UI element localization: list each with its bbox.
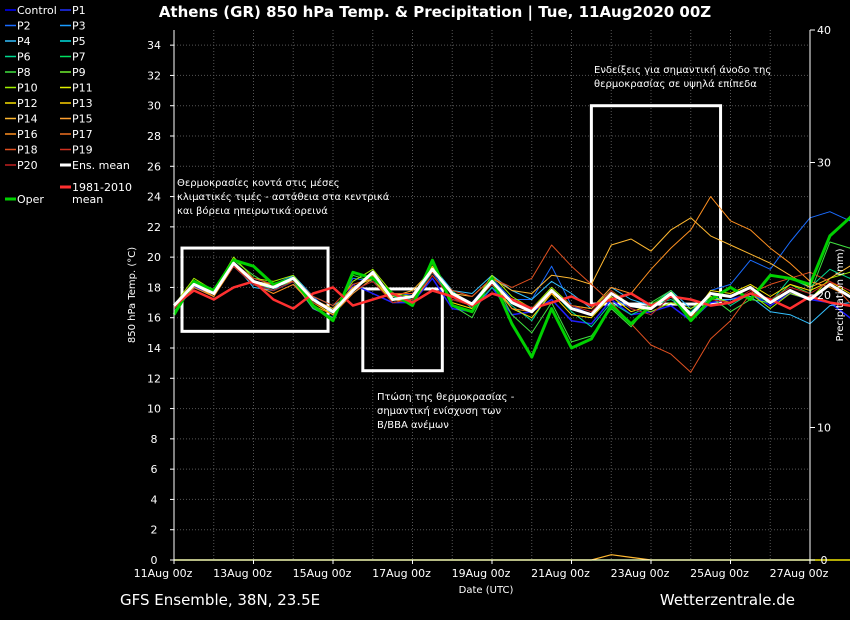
- legend-label-p18: P18: [17, 144, 38, 157]
- axes: 0246810121416182022242628303234010203040…: [134, 24, 831, 580]
- tick-label-y: 16: [147, 312, 161, 325]
- tick-label-x: 11Aug 00z: [134, 567, 193, 580]
- annotation-text-1: Θερμοκρασίες κοντά στις μέσες: [177, 177, 340, 189]
- legend-label-p7: P7: [72, 51, 86, 64]
- tick-label-y: 10: [147, 403, 161, 416]
- tick-label-y: 8: [151, 433, 158, 446]
- legend-label-p3: P3: [72, 20, 86, 33]
- legend-label-oper: Oper: [17, 193, 44, 206]
- annotation-box-2: [361, 287, 444, 373]
- legend-label-p2: P2: [17, 20, 31, 33]
- legend-label-p13: P13: [72, 97, 93, 110]
- legend-label-control: Control: [17, 4, 57, 17]
- annotation-text-1: και βόρεια ηπειρωτικά ορεινά: [177, 205, 328, 217]
- tick-label-y2: 10: [817, 422, 831, 435]
- legend-label-p1: P1: [72, 4, 86, 17]
- legend-label-p17: P17: [72, 128, 93, 141]
- legend-label-p5: P5: [72, 35, 86, 48]
- tick-label-x: 17Aug 00z: [372, 567, 431, 580]
- tick-label-y2: 30: [817, 157, 831, 170]
- tick-label-y: 24: [147, 191, 161, 204]
- tick-label-y: 18: [147, 281, 161, 294]
- legend-label-p16: P16: [17, 128, 38, 141]
- footer-brand: Wetterzentrale.de: [660, 591, 795, 609]
- tick-label-y: 28: [147, 130, 161, 143]
- tick-label-x: 23Aug 00z: [611, 567, 670, 580]
- series-line-p20: [173, 265, 850, 319]
- y2-axis-label: Precipitation (mm): [835, 248, 846, 341]
- annotation-text-3: Ενδείξεις για σημαντική άνοδο της: [594, 64, 771, 76]
- tick-label-x: 19Aug 00z: [452, 567, 511, 580]
- series-line-control: [173, 265, 850, 325]
- precip-line-p14: [174, 554, 850, 561]
- tick-label-y: 32: [147, 69, 161, 82]
- series-line-oper: [172, 215, 850, 359]
- annotation-text-3: θερμοκρασίας σε υψηλά επίπεδα: [594, 78, 757, 90]
- tick-label-y: 12: [147, 372, 161, 385]
- annotation-text-1: κλιματικές τιμές - αστάθεια στα κεντρικά: [177, 191, 390, 203]
- legend-label-p8: P8: [17, 66, 31, 79]
- series-line-p18: [173, 244, 850, 373]
- annotation-boxes: [180, 104, 723, 373]
- tick-label-x: 13Aug 00z: [213, 567, 272, 580]
- series-line-p14: [173, 217, 850, 310]
- annotations: Θερμοκρασίες κοντά στις μέσες κλιματικές …: [177, 64, 771, 431]
- tick-label-x: 15Aug 00z: [293, 567, 352, 580]
- tick-label-y: 20: [147, 251, 161, 264]
- tick-label-y2: 20: [817, 289, 831, 302]
- tick-label-y: 4: [151, 493, 158, 506]
- footer-source: GFS Ensemble, 38N, 23.5E: [120, 591, 320, 609]
- legend-label-p11: P11: [72, 82, 93, 95]
- tick-label-x: 25Aug 00z: [690, 567, 749, 580]
- y-axis-label: 850 hPa Temp. (°C): [127, 247, 138, 343]
- x-axis-label: Date (UTC): [459, 585, 514, 596]
- legend-label-p10: P10: [17, 82, 38, 95]
- tick-label-x: 27Aug 00z: [770, 567, 829, 580]
- legend-label-p14: P14: [17, 113, 38, 126]
- tick-label-y: 0: [151, 554, 158, 567]
- legend-label-p4: P4: [17, 35, 31, 48]
- annotation-text-2: Β/ΒΒΑ ανέμων: [377, 419, 449, 431]
- legend-label-p12: P12: [17, 97, 38, 110]
- precip-line-p12: [174, 559, 850, 561]
- legend-label-1981-2010-mean-2: mean: [72, 193, 103, 206]
- legend-label-p20: P20: [17, 159, 38, 172]
- legend-label-p19: P19: [72, 144, 93, 157]
- chart-title: Athens (GR) 850 hPa Temp. & Precipitatio…: [159, 3, 711, 22]
- legend-label-p9: P9: [72, 66, 86, 79]
- tick-label-y: 22: [147, 221, 161, 234]
- series-line-ens-mean: [172, 261, 850, 317]
- legend: Control P1 P2 P3 P4 P5 P6 P7 P8 P9 P10 P11 P12 P13 P14…: [5, 4, 132, 206]
- legend-label-ens-mean: Ens. mean: [72, 159, 130, 172]
- tick-label-y: 26: [147, 160, 161, 173]
- annotation-text-2: σημαντική ενίσχυση των: [377, 405, 502, 417]
- annotation-text-2: Πτώση της θερμοκρασίας -: [377, 391, 515, 403]
- tick-label-y: 30: [147, 100, 161, 113]
- tick-label-y2: 0: [821, 554, 828, 567]
- tick-label-y2: 40: [817, 24, 831, 37]
- tick-label-x: 21Aug 00z: [531, 567, 590, 580]
- series-line-p16: [173, 196, 850, 316]
- tick-label-y: 2: [151, 524, 158, 537]
- tick-label-y: 14: [147, 342, 161, 355]
- tick-label-y: 34: [147, 39, 161, 52]
- legend-label-p6: P6: [17, 51, 31, 64]
- legend-label-p15: P15: [72, 113, 93, 126]
- legend-label-1981-2010-mean: 1981-2010: [72, 181, 132, 194]
- tick-label-y: 6: [151, 463, 158, 476]
